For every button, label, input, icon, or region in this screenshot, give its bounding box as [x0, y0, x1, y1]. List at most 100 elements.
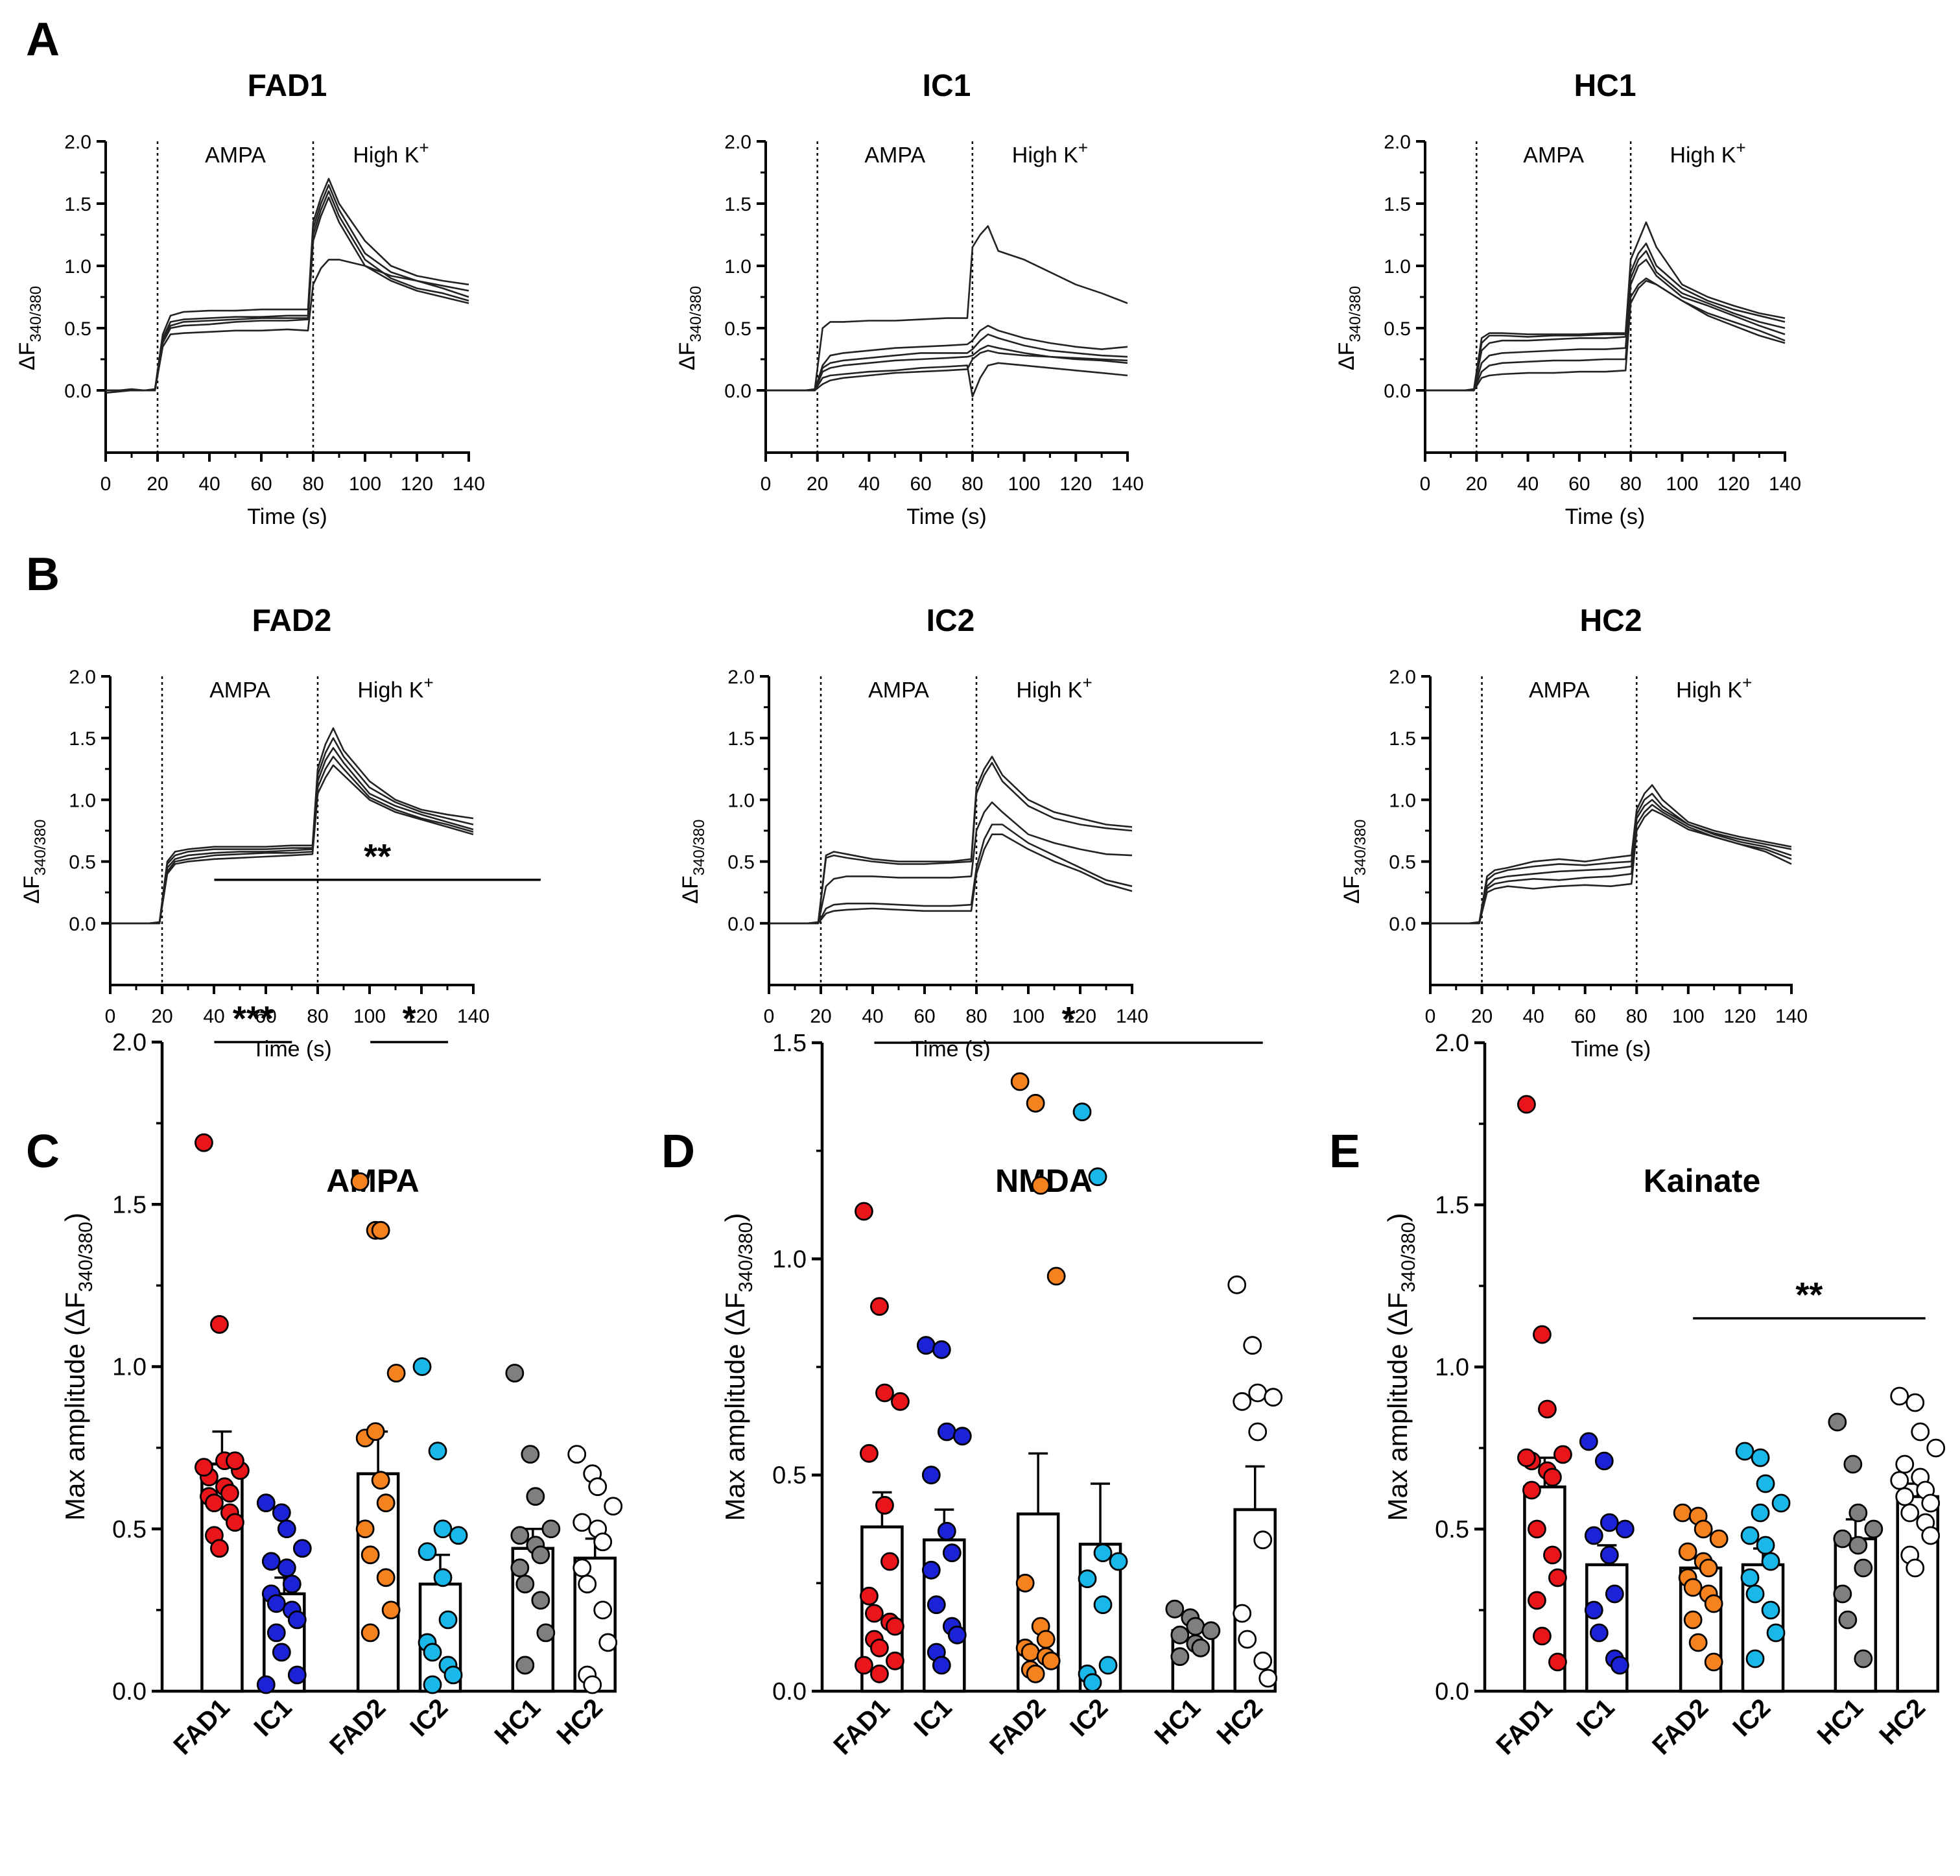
data-point: [1522, 1480, 1541, 1500]
significance-label: *: [403, 999, 416, 1038]
data-point: [1248, 1383, 1268, 1403]
trace-chart-fad2: FAD2 0 20 40 60 80 100 120 140 0.0 0.5 1.0 1.5 2.0 Tim…: [19, 604, 490, 1062]
x-tick-label: 60: [1574, 1006, 1596, 1027]
y-tick-label: 0.0: [1384, 381, 1411, 402]
x-tick-label: 100: [1666, 473, 1698, 495]
data-point: [921, 1560, 941, 1580]
data-point: [583, 1675, 602, 1694]
data-point: [1600, 1513, 1619, 1532]
data-point: [875, 1495, 894, 1515]
x-tick-label: 40: [203, 1006, 224, 1027]
y-axis-label: ΔF340/380: [19, 819, 49, 903]
x-tick-label: 80: [1626, 1006, 1647, 1027]
x-tick-label: 20: [1466, 473, 1487, 495]
data-point: [1031, 1176, 1050, 1195]
data-point: [1848, 1536, 1868, 1555]
y-tick-label: 2.0: [64, 132, 91, 153]
y-tick-label: 2.0: [112, 1029, 147, 1056]
y-tick-label: 1.0: [1435, 1354, 1469, 1381]
data-point: [1233, 1392, 1252, 1411]
data-point: [1528, 1519, 1546, 1539]
x-tick-label: IC2: [1065, 1693, 1113, 1742]
data-point: [1594, 1451, 1614, 1471]
data-point: [1848, 1503, 1868, 1523]
data-point: [1589, 1623, 1609, 1643]
data-point: [366, 1422, 385, 1442]
data-point: [1238, 1630, 1257, 1649]
annotation-high-k-text: High K: [1670, 143, 1736, 168]
data-point: [1926, 1438, 1946, 1458]
y-axis-label-end: ): [720, 1213, 750, 1222]
data-point: [287, 1610, 307, 1630]
x-tick-label: 40: [198, 473, 220, 495]
x-tick-label: HC2: [1211, 1693, 1268, 1750]
x-tick-label: IC2: [405, 1693, 453, 1742]
data-point: [1864, 1519, 1883, 1539]
data-point: [1538, 1399, 1557, 1419]
data-point: [226, 1451, 244, 1471]
data-point: [1735, 1442, 1754, 1461]
significance-label: **: [364, 837, 391, 876]
y-axis-label-end: ): [60, 1213, 90, 1222]
y-axis-label-subscript: 340/380: [27, 286, 45, 342]
y-tick-label: 2.0: [69, 667, 96, 688]
y-tick-label: 2.0: [1389, 667, 1416, 688]
annotation-ampa: AMPA: [209, 678, 270, 702]
series-trace: [110, 755, 474, 925]
data-point: [1843, 1454, 1863, 1474]
data-point: [256, 1675, 276, 1694]
y-tick-label: 1.5: [1435, 1192, 1469, 1219]
annotation-high-k-superscript: +: [1078, 138, 1088, 158]
data-point: [1253, 1530, 1273, 1550]
data-point: [1740, 1568, 1760, 1587]
data-point: [886, 1651, 904, 1670]
series-trace: [1425, 279, 1786, 392]
x-tick-label: 120: [405, 1006, 438, 1027]
y-axis-label: ΔF340/380: [678, 819, 708, 903]
data-point: [510, 1558, 530, 1578]
y-axis-label: ΔF340/380: [675, 286, 705, 370]
annotation-high-k-superscript: +: [1742, 672, 1752, 692]
annotation-ampa: AMPA: [1523, 143, 1584, 168]
data-point: [1021, 1643, 1040, 1662]
data-point: [1678, 1542, 1697, 1561]
y-axis-label: ΔF340/380: [1340, 819, 1369, 903]
data-point: [360, 1623, 380, 1643]
x-axis-label: Time (s): [910, 1037, 990, 1062]
y-tick-label: 0.5: [1389, 852, 1416, 873]
y-tick-label: 2.0: [724, 132, 751, 153]
data-point: [1838, 1610, 1858, 1630]
data-point: [1533, 1626, 1552, 1646]
y-tick-label: 1.5: [112, 1191, 147, 1218]
x-tick-label: 140: [1775, 1006, 1808, 1027]
data-point: [1553, 1445, 1572, 1464]
data-point: [226, 1513, 244, 1532]
y-axis-label-subscript: 340/380: [32, 819, 49, 875]
data-point: [573, 1513, 592, 1532]
x-tick-label: 60: [1568, 473, 1590, 495]
data-point: [1584, 1600, 1603, 1620]
data-point: [1093, 1543, 1113, 1563]
x-axis-label: Time (s): [247, 505, 327, 529]
data-point: [598, 1633, 618, 1652]
y-tick-label: 1.5: [64, 194, 91, 215]
x-tick-label: 0: [1425, 1006, 1436, 1027]
y-axis-label-subscript: 340/380: [75, 1222, 97, 1292]
data-point: [1921, 1526, 1941, 1545]
data-point: [1751, 1503, 1770, 1523]
data-point: [510, 1526, 530, 1545]
significance-label: *: [1062, 1000, 1076, 1039]
data-point: [376, 1493, 396, 1513]
data-point: [433, 1568, 453, 1587]
data-point: [272, 1643, 291, 1662]
data-point: [287, 1665, 307, 1685]
data-point: [1015, 1573, 1035, 1593]
y-tick-label: 0.5: [1435, 1516, 1469, 1543]
data-point: [937, 1521, 956, 1541]
trace-chart-ic1: IC1 0 20 40 60 80 100 120 140 0.0 0.5 1.0 1.5 2.0 Time…: [675, 69, 1144, 529]
y-axis-label-main: ΔF: [15, 342, 40, 370]
y-tick-label: 0.0: [1435, 1678, 1469, 1705]
data-point: [1833, 1529, 1852, 1549]
y-axis-label-main: Max amplitude (ΔF: [1382, 1292, 1413, 1521]
